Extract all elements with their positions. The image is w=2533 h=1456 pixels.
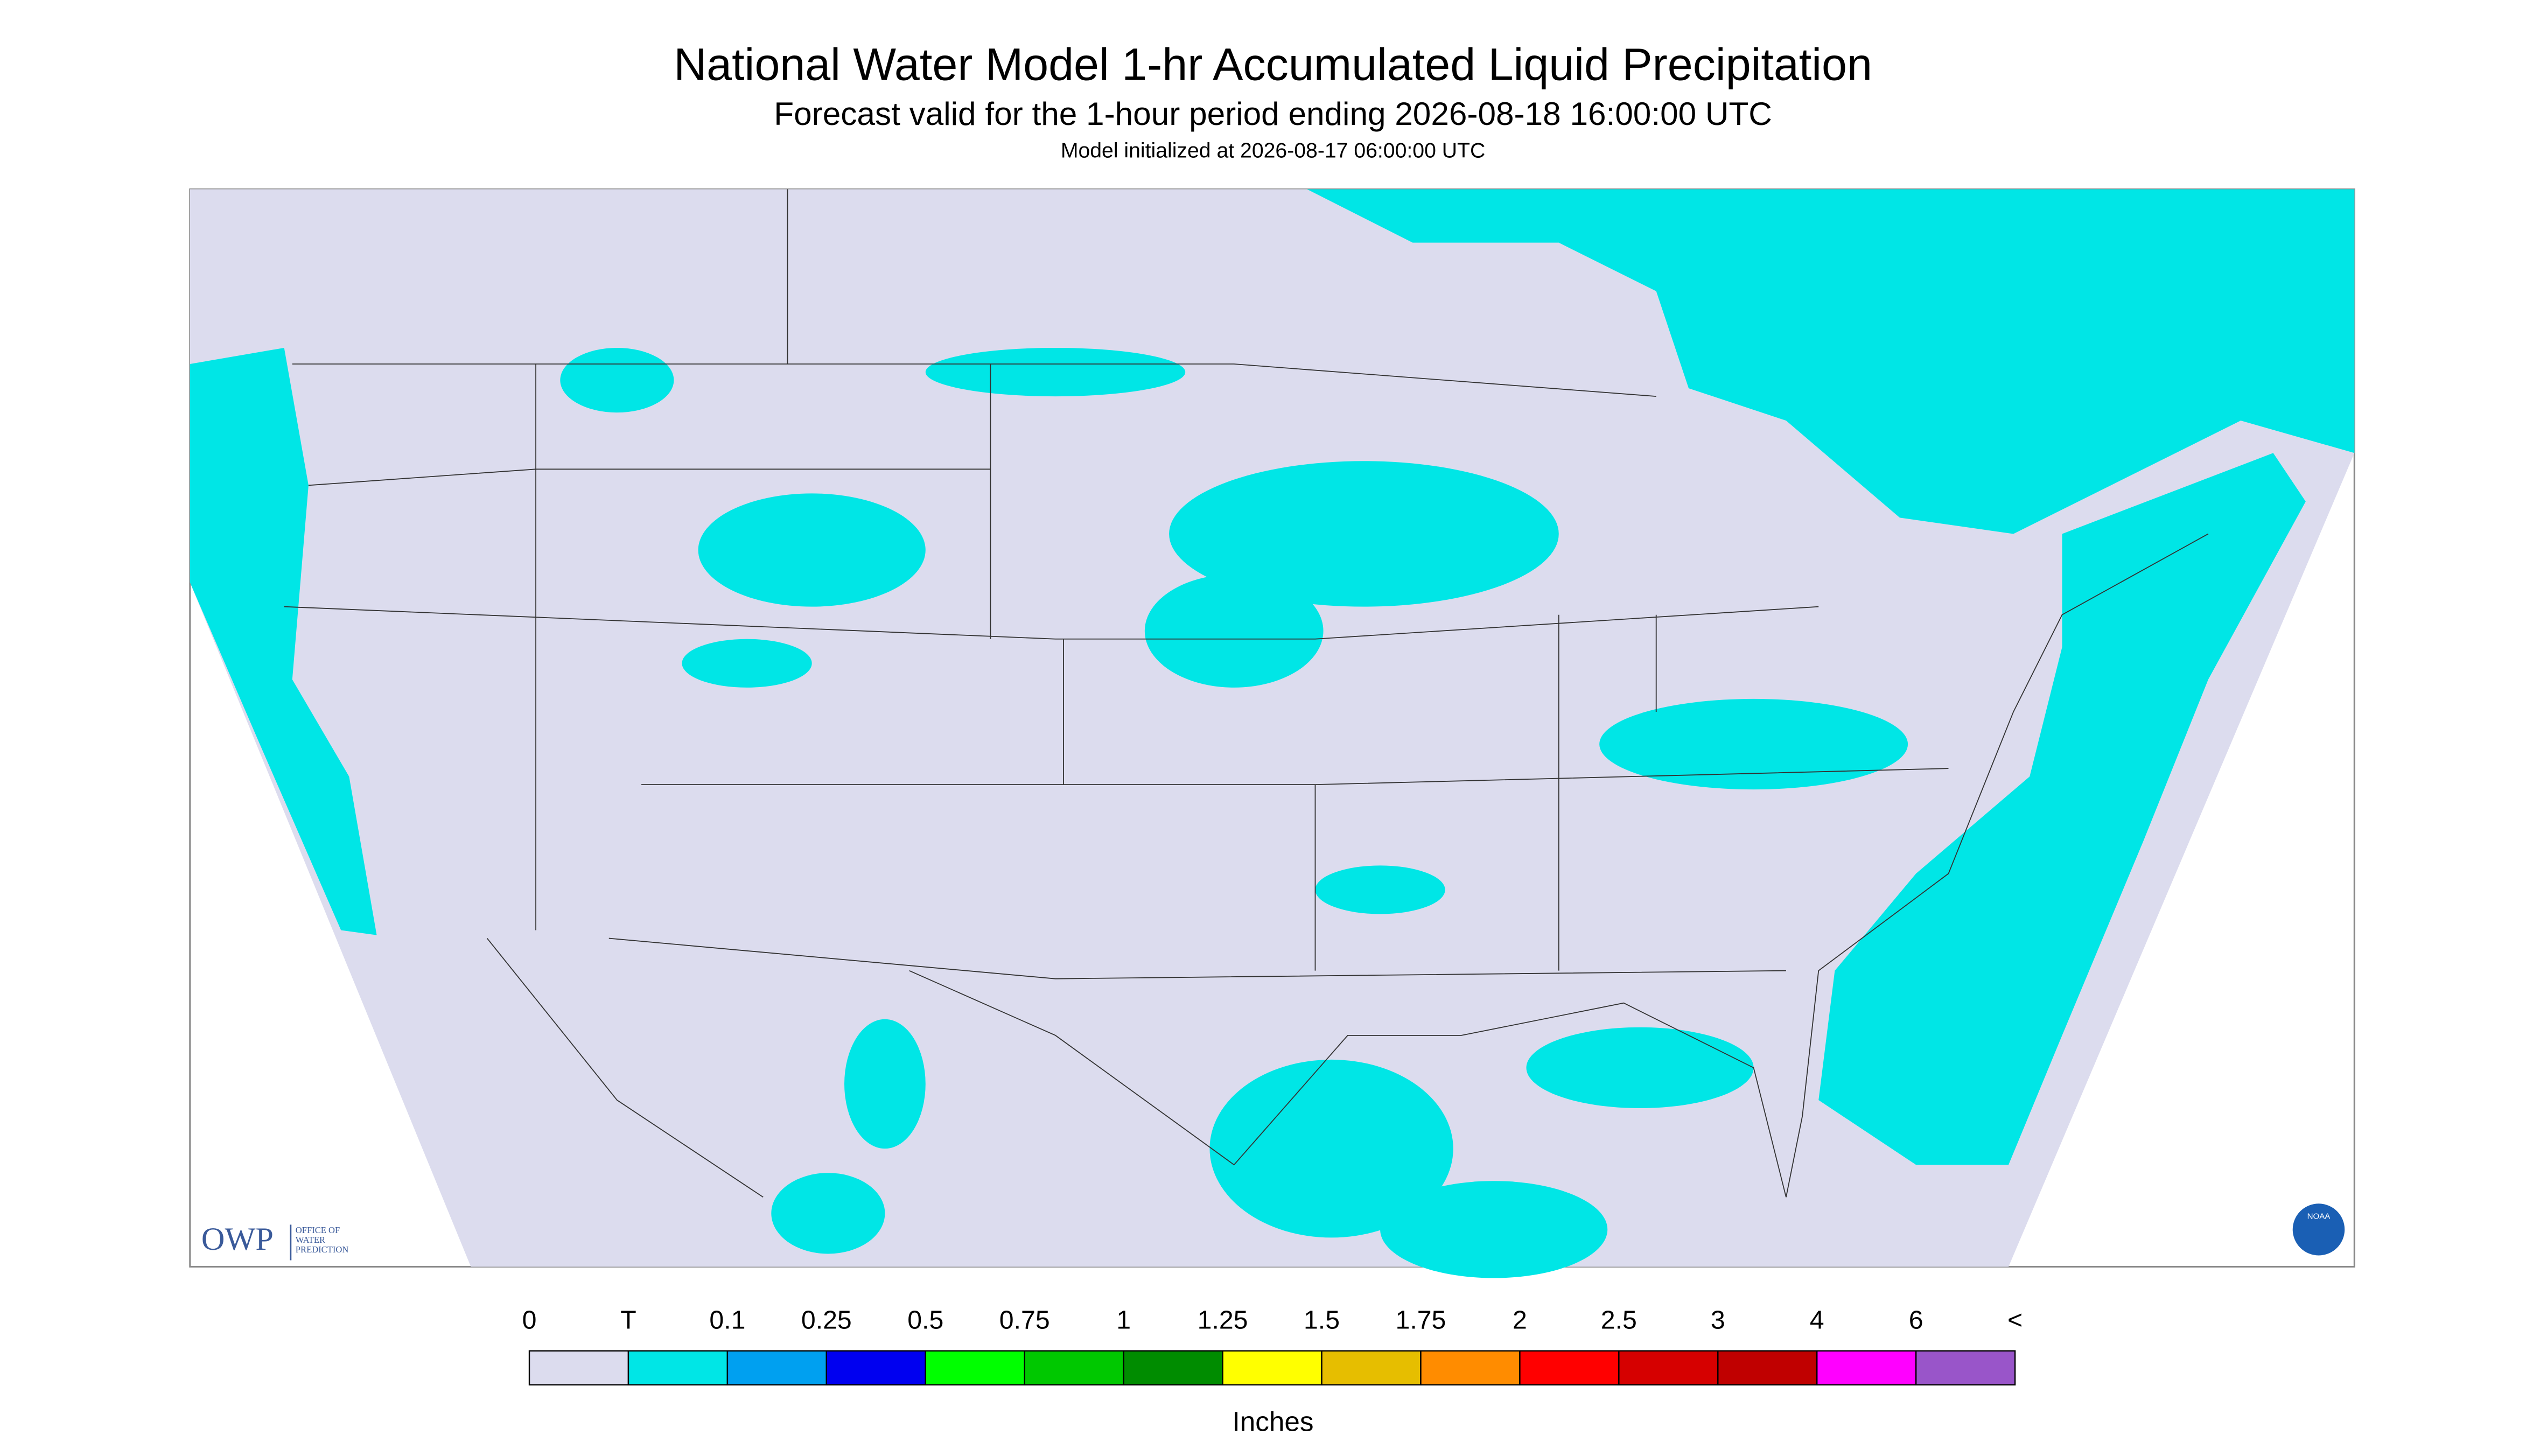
legend: 0 T 0.1 0.25 0.5 0.75 1 1.25 1.5 1.75 2 2.5 3 4 6 < [522, 1305, 2023, 1386]
coastline [486, 533, 2209, 1198]
legend-swatch [726, 1350, 828, 1386]
legend-swatch [1519, 1350, 1620, 1386]
legend-label: 2 [1513, 1305, 1527, 1334]
domain [190, 189, 2355, 1267]
noaa-logo [2292, 1203, 2345, 1256]
legend-swatch [1618, 1350, 1719, 1386]
owp-logo-text: OFFICE OF [296, 1225, 340, 1235]
precip [1315, 865, 1445, 914]
legend-swatch [627, 1350, 729, 1386]
legend-label: 6 [1909, 1305, 1923, 1334]
owp-logo-text: PREDICTION [296, 1244, 349, 1255]
legend-swatch [825, 1350, 926, 1386]
init-time: Model initialized at 2026-08-17 06:00:00… [1061, 139, 1485, 163]
owp-logo-text: WATER [296, 1235, 326, 1245]
precip [190, 347, 377, 935]
precip [1526, 1027, 1754, 1109]
legend-label: 0.5 [907, 1305, 943, 1334]
legend-label: 1.75 [1396, 1305, 1446, 1334]
legend-swatch [1915, 1350, 2016, 1386]
legend-label: 1.5 [1304, 1305, 1340, 1334]
subtitle: Forecast valid for the 1-hour period end… [774, 96, 1772, 132]
legend-label: 0 [522, 1305, 537, 1334]
legend-label: T [620, 1305, 636, 1334]
state-lines [284, 189, 1949, 979]
noaa-text: NOAA [2307, 1212, 2331, 1221]
precip [1169, 461, 1559, 607]
legend-label: 1.25 [1198, 1305, 1248, 1334]
precip [1209, 1059, 1453, 1238]
legend-swatch [925, 1350, 1025, 1386]
title: National Water Model 1-hr Accumulated Li… [674, 39, 1872, 90]
borders [284, 189, 2209, 1198]
owp-logo: OWP [201, 1221, 274, 1257]
legend-swatch [1024, 1350, 1124, 1386]
legend-label: 2.5 [1601, 1305, 1637, 1334]
legend-swatch [1123, 1350, 1223, 1386]
legend-label: 4 [1810, 1305, 1824, 1334]
precip [698, 493, 926, 607]
precip [682, 639, 812, 688]
precip [560, 347, 674, 413]
precip [844, 1019, 926, 1149]
legend-label: 3 [1711, 1305, 1725, 1334]
legend-swatch [1816, 1350, 1917, 1386]
precip [1307, 189, 2355, 534]
legend-swatch [528, 1350, 629, 1386]
precip [771, 1173, 885, 1254]
legend-label: 0.25 [801, 1305, 852, 1334]
precip [1818, 453, 2306, 1165]
legend-swatch [1420, 1350, 1521, 1386]
legend-label: 0.75 [999, 1305, 1050, 1334]
legend-swatch [1222, 1350, 1323, 1386]
legend-swatch [1321, 1350, 1422, 1386]
precip [1599, 698, 1908, 790]
precip [1144, 574, 1324, 688]
precip-areas [190, 189, 2355, 1278]
legend-unit: Inches [1233, 1406, 1314, 1437]
precip [925, 347, 1186, 397]
legend-label: < [2007, 1305, 2023, 1334]
precip [1380, 1181, 1608, 1278]
legend-label: 1 [1116, 1305, 1131, 1334]
legend-label: 0.1 [709, 1305, 745, 1334]
legend-swatch [1717, 1350, 1818, 1386]
